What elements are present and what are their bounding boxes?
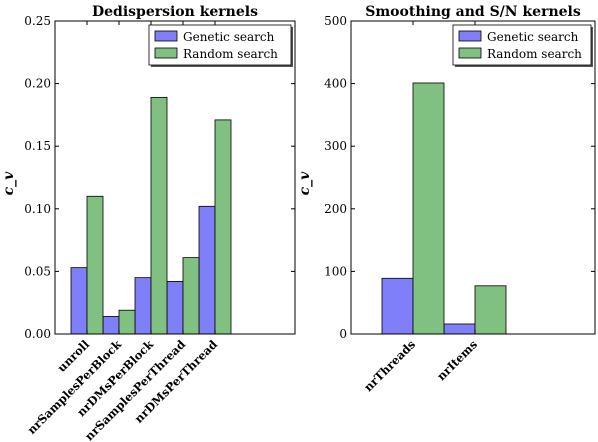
- legend-label: Genetic search: [487, 30, 579, 44]
- legend: Genetic search Random search: [148, 24, 293, 67]
- y-tick-label: 0: [339, 327, 347, 341]
- x-category-label: nrItems: [434, 337, 480, 383]
- bar-random-search-1: [474, 285, 507, 335]
- y-axis-label: c_v: [1, 171, 17, 196]
- bar-genetic-search-2: [134, 277, 152, 335]
- legend-swatch-random-search: [154, 47, 178, 59]
- plot-frame: [350, 20, 596, 335]
- bar-random-search-2: [150, 96, 168, 335]
- y-axis-label: c_v: [297, 171, 313, 196]
- y-tick-label: 100: [324, 264, 347, 278]
- bar-random-search-3: [182, 257, 200, 335]
- bar-random-search-0: [412, 82, 445, 335]
- legend-label: Random search: [487, 47, 582, 61]
- plot-frame: [54, 20, 296, 335]
- y-tick-label: 400: [324, 77, 347, 91]
- bar-genetic-search-0: [70, 267, 88, 335]
- bar-random-search-1: [118, 309, 136, 335]
- legend-label: Random search: [183, 47, 278, 61]
- bar-genetic-search-3: [166, 281, 184, 335]
- legend-swatch-genetic-search: [458, 30, 482, 42]
- y-tick-label: 0.10: [24, 202, 51, 216]
- bar-random-search-4: [214, 119, 232, 335]
- y-tick-label: 300: [324, 139, 347, 153]
- legend-swatch-genetic-search: [154, 30, 178, 42]
- chart-panel-1: 0.000.050.100.150.200.25unrollnrSamplesP…: [1, 4, 296, 442]
- x-category-label: nrThreads: [361, 337, 418, 394]
- y-tick-label: 0.25: [24, 14, 51, 28]
- bar-genetic-search-0: [381, 277, 414, 335]
- y-tick-label: 0.20: [24, 77, 51, 91]
- bar-random-search-0: [86, 195, 104, 335]
- y-tick-label: 500: [324, 14, 347, 28]
- y-tick-label: 0.05: [24, 264, 51, 278]
- chart-panel-2: 0 100 200 300 400 500 nrThreads nrItems Smoothin…: [297, 4, 596, 394]
- bar-genetic-search-4: [198, 205, 216, 335]
- chart-title: Smoothing and S/N kernels: [365, 4, 581, 20]
- bar-genetic-search-1: [102, 316, 120, 335]
- legend-swatch-random-search: [458, 47, 482, 59]
- y-tick-label: 200: [324, 202, 347, 216]
- legend-label: Genetic search: [183, 30, 275, 44]
- y-tick-label: 0.00: [24, 327, 51, 341]
- chart-title: Dedispersion kernels: [92, 4, 258, 20]
- legend: Genetic search Random search: [452, 24, 593, 67]
- bar-genetic-search-1: [443, 323, 476, 335]
- y-tick-label: 0.15: [24, 139, 51, 153]
